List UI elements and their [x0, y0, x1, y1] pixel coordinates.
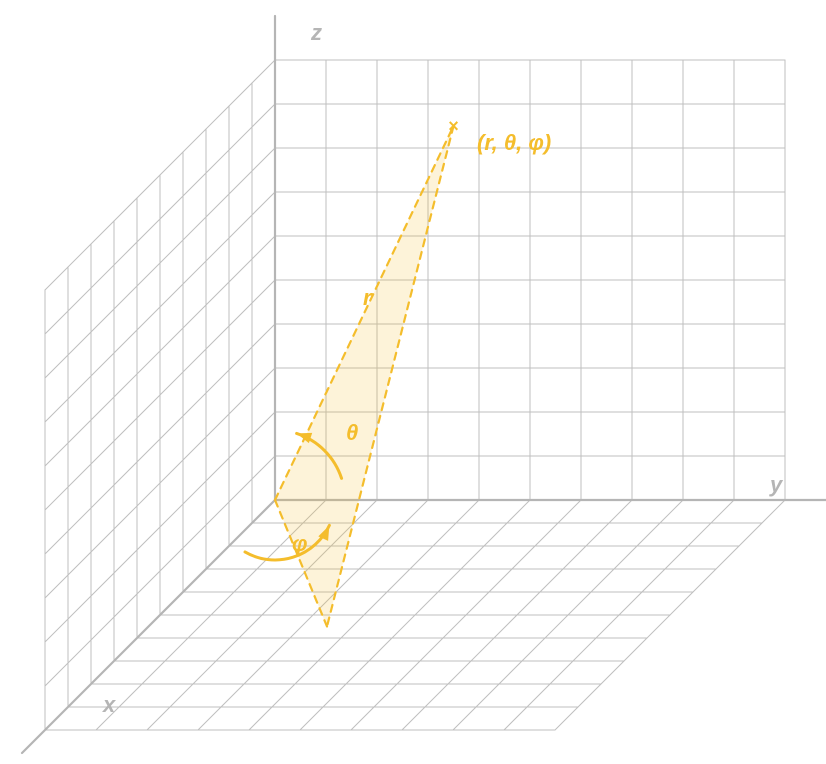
theta-label: θ — [346, 420, 358, 445]
z-label: z — [310, 20, 322, 45]
spherical-coord-diagram: × x y z r θ φ (r, θ, φ) — [0, 0, 826, 764]
y-label: y — [769, 472, 784, 497]
grid-planes — [45, 60, 785, 730]
point-marker: × — [448, 116, 459, 136]
phi-label: φ — [292, 531, 307, 556]
point-label: (r, θ, φ) — [477, 130, 551, 155]
r-label: r — [363, 285, 373, 310]
axes — [22, 16, 826, 753]
spherical-geometry: × — [245, 116, 459, 627]
x-label: x — [102, 692, 116, 717]
